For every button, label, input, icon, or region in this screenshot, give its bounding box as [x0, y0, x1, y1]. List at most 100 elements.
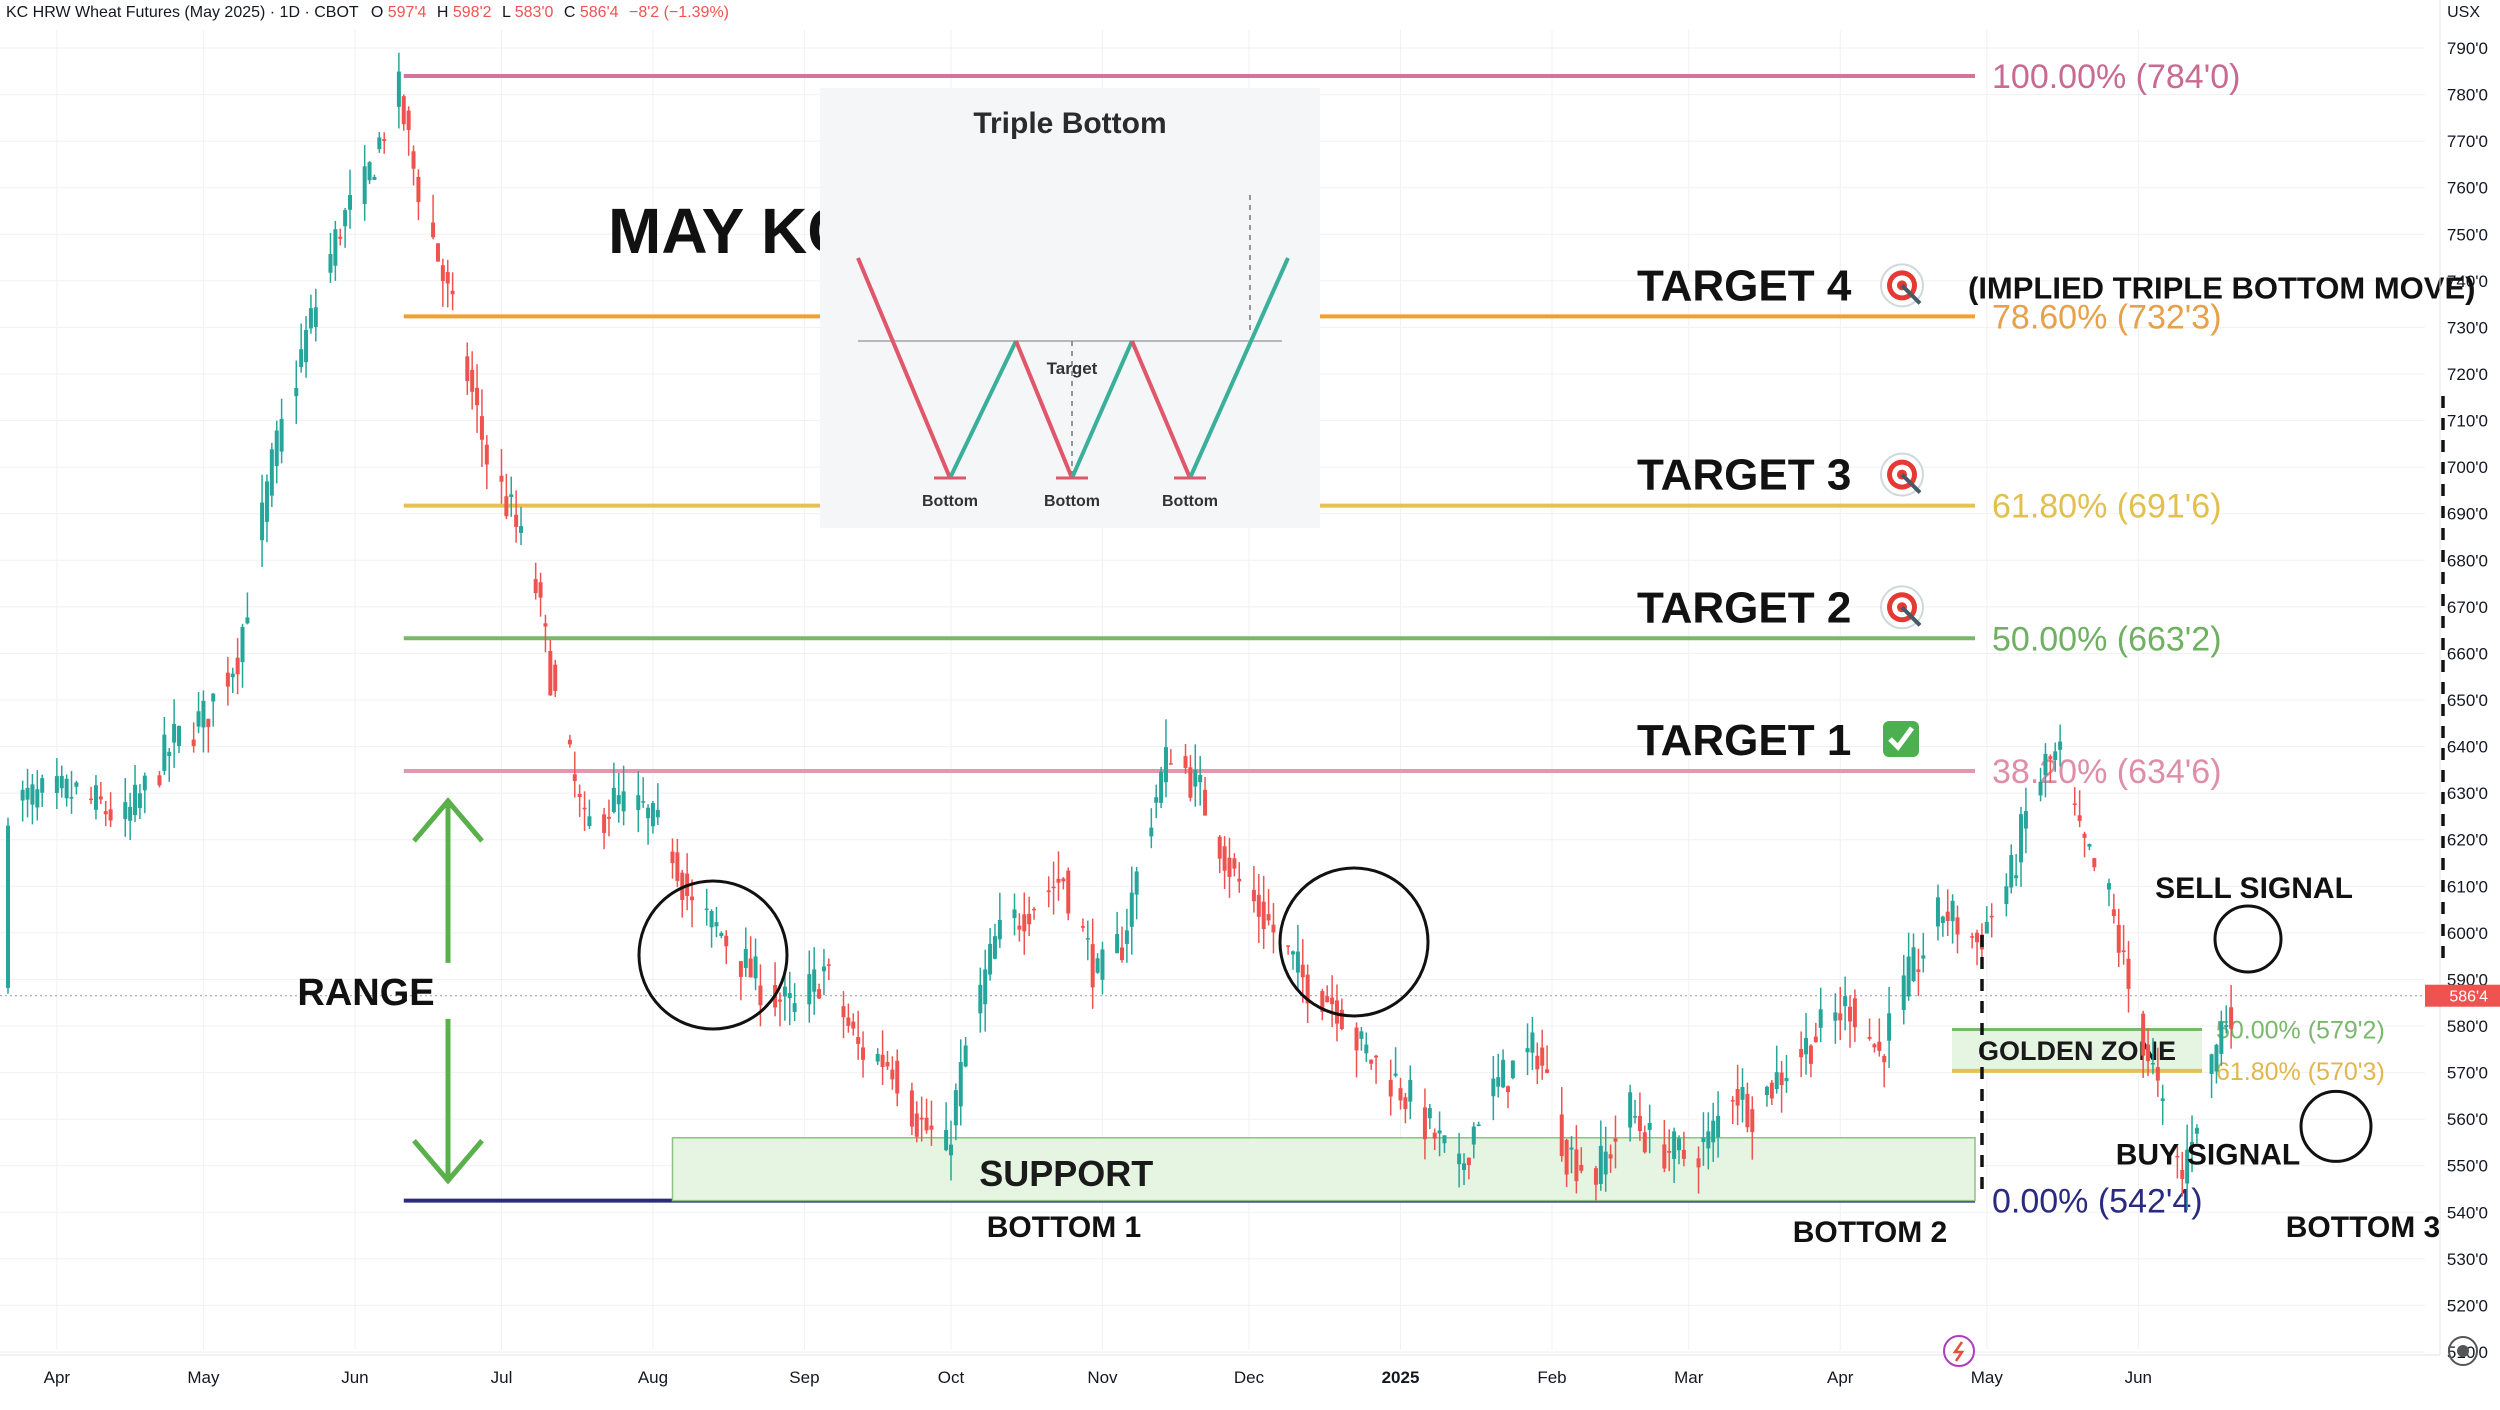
candle-body	[948, 1144, 953, 1156]
candle-body	[582, 807, 587, 810]
candle-body	[264, 481, 269, 522]
sell-signal-label: SELL SIGNAL	[2155, 872, 2353, 905]
inset-bottom-label-2: Bottom	[1044, 493, 1100, 510]
candle-body	[714, 922, 719, 927]
candle-body	[411, 151, 416, 169]
candle-body	[1374, 1055, 1379, 1058]
candle-body	[128, 806, 133, 821]
candle-body	[909, 1090, 914, 1127]
fib-label-fib_382: 38.20% (634'6)	[1992, 753, 2222, 791]
candle-body	[2004, 886, 2009, 905]
candle-body	[1090, 944, 1095, 988]
candle-body	[2229, 1007, 2234, 1029]
target-label: TARGET 1	[1637, 716, 1851, 765]
candle-body	[1833, 1012, 1838, 1021]
x-tick-label: Apr	[1827, 1368, 1854, 1387]
candle-body	[880, 1054, 885, 1068]
timezone-icon-ring	[2448, 1336, 2478, 1366]
candle-body	[514, 514, 519, 527]
candle-body	[553, 664, 558, 692]
y-tick-label: 710'0	[2447, 412, 2488, 431]
candle-body	[1027, 913, 1032, 925]
candle-body	[2180, 1169, 2185, 1180]
y-tick-label: 520'0	[2447, 1296, 2488, 1315]
candle-body	[137, 793, 142, 809]
candle-body	[1251, 889, 1256, 902]
candle-body	[944, 1129, 949, 1151]
candle-body	[1198, 774, 1203, 783]
candle-body	[1579, 1164, 1584, 1171]
candle-body	[401, 96, 406, 125]
ohlc-close-value: 586'4	[580, 4, 619, 21]
candle-body	[509, 494, 514, 497]
inset-bottom-label-1: Bottom	[922, 493, 978, 510]
x-tick-label: Oct	[938, 1368, 965, 1387]
candle-body	[1339, 1009, 1344, 1030]
y-tick-label: 680'0	[2447, 551, 2488, 570]
candle-body	[260, 502, 265, 541]
candle-body	[1848, 1006, 1853, 1022]
candle-body	[2209, 1054, 2214, 1074]
triple-bottom-inset: Triple Bottom Target Bottom Bottom Botto…	[820, 88, 1320, 528]
candle-body	[895, 1060, 900, 1094]
candle-body	[758, 985, 763, 1006]
candle-body	[35, 789, 40, 808]
candle-body	[20, 789, 25, 801]
candle-body	[1672, 1131, 1677, 1160]
candle-body	[2150, 1062, 2155, 1065]
candle-body	[2155, 1067, 2160, 1081]
candle-body	[1085, 938, 1090, 940]
support-zone	[671, 1137, 1976, 1202]
candle-body	[983, 969, 988, 1005]
bottom-1-label: BOTTOM 1	[987, 1211, 1141, 1244]
candle-body	[240, 626, 245, 663]
y-tick-label: 750'0	[2447, 225, 2488, 244]
y-tick-label: 700'0	[2447, 458, 2488, 477]
candle-body	[2077, 815, 2082, 821]
candle-body	[851, 1021, 856, 1029]
candle-body	[1286, 945, 1291, 947]
candle-body	[709, 910, 714, 928]
candle-body	[992, 936, 997, 959]
bottom-3-label: BOTTOM 3	[2286, 1211, 2440, 1244]
ohlc-open-value: 597'4	[388, 4, 427, 21]
candles[interactable]	[6, 52, 2234, 1211]
candle-body	[2023, 811, 2028, 829]
candle-body	[1750, 1109, 1755, 1133]
y-tick-label: 660'0	[2447, 644, 2488, 663]
candle-body	[548, 650, 553, 696]
candle-body	[108, 809, 113, 821]
candle-body	[484, 444, 489, 465]
candle-body	[817, 989, 822, 999]
candle-body	[1124, 930, 1129, 944]
candle-body	[2019, 814, 2024, 863]
x-tick-label: Dec	[1234, 1368, 1265, 1387]
candle-body	[177, 725, 182, 747]
candle-body	[1471, 1126, 1476, 1145]
timezone-icon	[2448, 1336, 2478, 1366]
candle-body	[1535, 1055, 1540, 1070]
candle-body	[167, 751, 172, 757]
target-label: TARGET 4	[1637, 261, 1852, 310]
golden-zone-box	[1952, 1029, 2202, 1071]
candle-body	[2160, 1098, 2165, 1101]
candle-body	[445, 272, 450, 284]
target-dart	[1900, 473, 1922, 494]
golden-zone-upper-label: 50.00% (579'2)	[2216, 1016, 2385, 1044]
inset-background	[820, 88, 1320, 528]
candle-body	[2141, 1013, 2146, 1056]
candle-body	[1427, 1108, 1432, 1119]
fib-label-fib_50: 50.00% (663'2)	[1992, 620, 2222, 658]
candle-body	[1066, 870, 1071, 914]
candle-body	[1716, 1115, 1721, 1138]
candle-body	[1051, 886, 1056, 889]
last-price-value: 586'4	[2449, 989, 2488, 1006]
inset-target-label: Target	[1047, 359, 1098, 378]
fib-label-fib_618: 61.80% (691'6)	[1992, 488, 2222, 526]
candle-body	[382, 139, 387, 142]
candle-body	[1271, 924, 1276, 933]
candle-body	[1017, 925, 1022, 930]
candle-body	[1955, 917, 1960, 935]
candle-body	[1696, 1158, 1701, 1168]
